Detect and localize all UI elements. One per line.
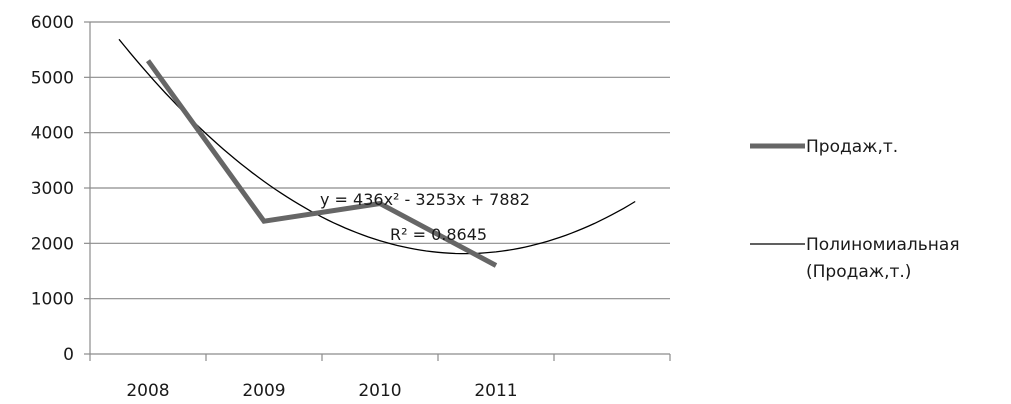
legend-series-label: Продаж,т. (806, 137, 898, 157)
legend-trendline-label-line2: (Продаж,т.) (806, 262, 911, 282)
trendline-curve (118, 38, 636, 255)
trendline-equation: y = 436x² - 3253x + 7882 (320, 190, 530, 209)
x-tick-label-2010: 2010 (358, 381, 401, 401)
y-tick-label-4000: 4000 (31, 124, 74, 144)
series-layer (145, 59, 498, 268)
trendline-r-squared: R² = 0.8645 (390, 225, 487, 244)
legend-trendline-label-line1: Полиномиальная (806, 235, 960, 255)
trendline-layer (118, 38, 636, 255)
x-tick-label-2011: 2011 (474, 381, 517, 401)
x-axis-ticks: 2008 2009 2010 2011 (89, 354, 671, 401)
y-tick-label-0: 0 (63, 345, 74, 365)
y-tick-label-1000: 1000 (31, 290, 74, 310)
y-tick-label-6000: 6000 (31, 13, 74, 33)
series-line-0 (145, 59, 498, 268)
y-tick-label-5000: 5000 (31, 68, 74, 88)
x-tick-label-2009: 2009 (242, 381, 285, 401)
y-axis-ticks: 0 1000 2000 3000 4000 5000 6000 (31, 13, 90, 365)
y-tick-label-3000: 3000 (31, 179, 74, 199)
y-tick-label-2000: 2000 (31, 234, 74, 254)
legend: Продаж,т. Полиномиальная (Продаж,т.) (750, 137, 960, 282)
gridlines (90, 21, 670, 300)
x-tick-label-2008: 2008 (126, 381, 169, 401)
